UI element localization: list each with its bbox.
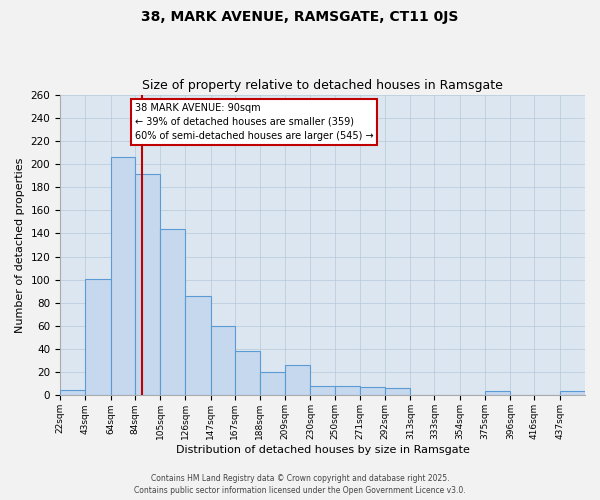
- Bar: [385, 388, 410, 396]
- Bar: [185, 296, 211, 396]
- Bar: [285, 366, 310, 396]
- Bar: [560, 391, 585, 396]
- Text: 38 MARK AVENUE: 90sqm
← 39% of detached houses are smaller (359)
60% of semi-det: 38 MARK AVENUE: 90sqm ← 39% of detached …: [134, 102, 373, 141]
- Bar: [235, 352, 260, 396]
- X-axis label: Distribution of detached houses by size in Ramsgate: Distribution of detached houses by size …: [176, 445, 469, 455]
- Bar: [110, 157, 134, 396]
- Bar: [360, 388, 385, 396]
- Bar: [160, 229, 185, 396]
- Bar: [260, 372, 285, 396]
- Text: Contains HM Land Registry data © Crown copyright and database right 2025.
Contai: Contains HM Land Registry data © Crown c…: [134, 474, 466, 495]
- Title: Size of property relative to detached houses in Ramsgate: Size of property relative to detached ho…: [142, 79, 503, 92]
- Bar: [211, 326, 235, 396]
- Y-axis label: Number of detached properties: Number of detached properties: [15, 158, 25, 332]
- Bar: [310, 386, 335, 396]
- Bar: [85, 278, 110, 396]
- Text: 38, MARK AVENUE, RAMSGATE, CT11 0JS: 38, MARK AVENUE, RAMSGATE, CT11 0JS: [142, 10, 458, 24]
- Bar: [335, 386, 360, 396]
- Bar: [485, 391, 511, 396]
- Bar: [60, 390, 85, 396]
- Bar: [134, 174, 160, 396]
